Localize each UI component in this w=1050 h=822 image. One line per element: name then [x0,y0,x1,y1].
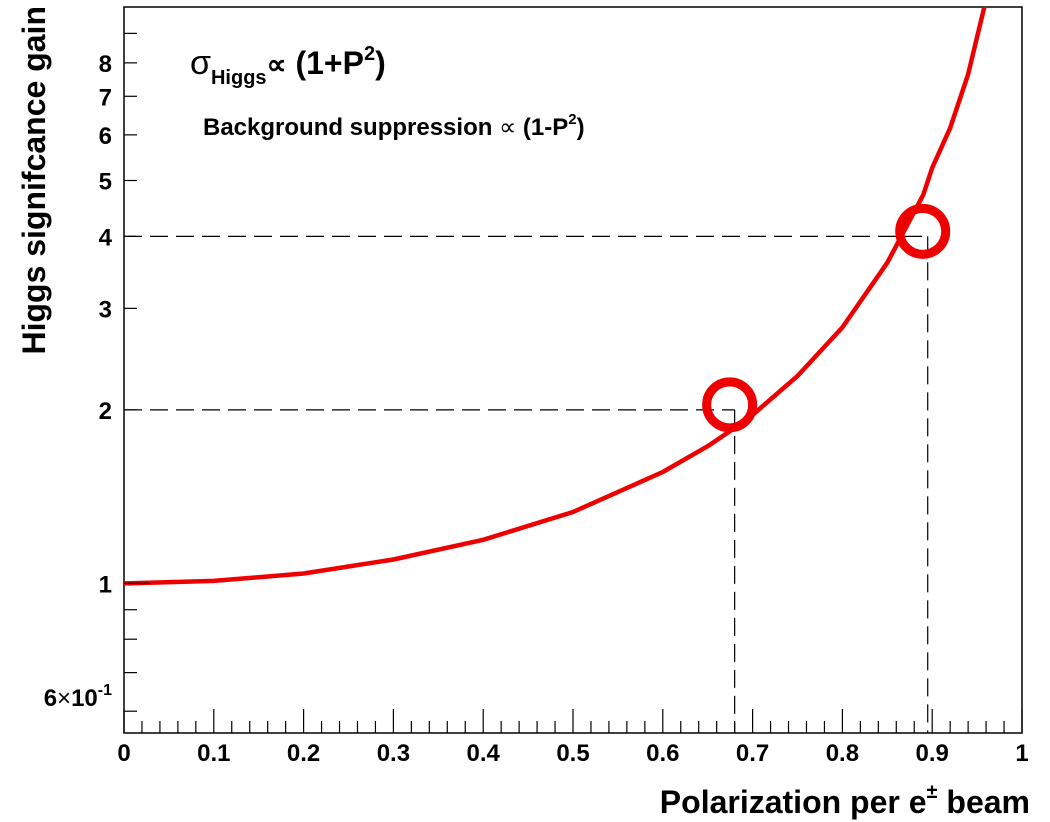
sigma-symbol: σ [190,44,211,82]
y-tick-label: 6 [99,123,112,150]
annotation-2-superscript: 2 [568,111,576,128]
proportional-symbol: ∝ [267,49,287,80]
annotation-higgs-cross-section: σHiggs∝ (1+P2) [190,43,386,89]
annotation-2-paren: (1-P [516,114,568,141]
y-tick-times: × [57,685,71,712]
y-axis-title: Higgs signifcance gain [16,6,52,355]
annotation-2-close: ) [577,114,585,141]
y-tick-label: 1 [99,571,112,598]
y-tick-label: 4 [99,224,113,251]
x-tick-label: 0.2 [287,740,320,767]
x-tick-label: 0 [117,740,130,767]
y-tick-label: 5 [99,169,112,196]
x-tick-label: 0.7 [736,740,769,767]
x-tick-label: 0.5 [556,740,589,767]
series-line [124,7,987,586]
annotation-1-superscript: 2 [364,43,375,65]
x-tick-label: 0.4 [467,740,501,767]
annotation-background-suppression: Background suppression ∝ (1-P2) [203,111,585,141]
y-tick-base: 10 [71,685,98,712]
annotation-2-proportional: ∝ [499,114,516,141]
x-axis-title: Polarization per e± beam [660,781,1030,820]
y-tick-label: 8 [99,51,112,78]
y-tick-label: 7 [99,84,112,111]
y-tick-label: 2 [99,398,112,425]
annotation-2-text: Background suppression [203,114,499,141]
x-tick-label: 0.6 [646,740,679,767]
y-tick-label: 3 [99,296,112,323]
curve-group [124,7,987,586]
x-axis-title-superscript: ± [927,781,938,803]
y-tick-exponent: -1 [98,682,112,699]
sigma-subscript: Higgs [211,67,267,89]
x-axis-title-main: Polarization per e [660,784,927,820]
x-tick-label: 1 [1015,740,1028,767]
y-tick-label-6e-1: 6×10-1 [44,682,112,712]
y-ticks-group: 1 2 3 4 5 6 7 8 [99,32,150,712]
x-tick-label: 0.1 [197,740,230,767]
x-tick-label: 0.8 [826,740,859,767]
highlight-circle-marker [702,377,758,433]
markers-group [702,203,951,433]
reference-lines-group [124,235,929,733]
y-tick-mantissa: 6 [44,685,57,712]
highlight-circle-marker [895,203,951,259]
x-tick-label: 0.3 [377,740,410,767]
annotation-1-close: ) [375,45,386,81]
x-ticks-group: 0 0.1 0.2 0.3 0.4 0.5 0.6 0.7 0.8 0.9 1 [117,709,1029,767]
x-tick-label: 0.9 [916,740,949,767]
annotation-1-text: (1+P [287,45,364,81]
x-axis-title-rest: beam [938,784,1030,820]
